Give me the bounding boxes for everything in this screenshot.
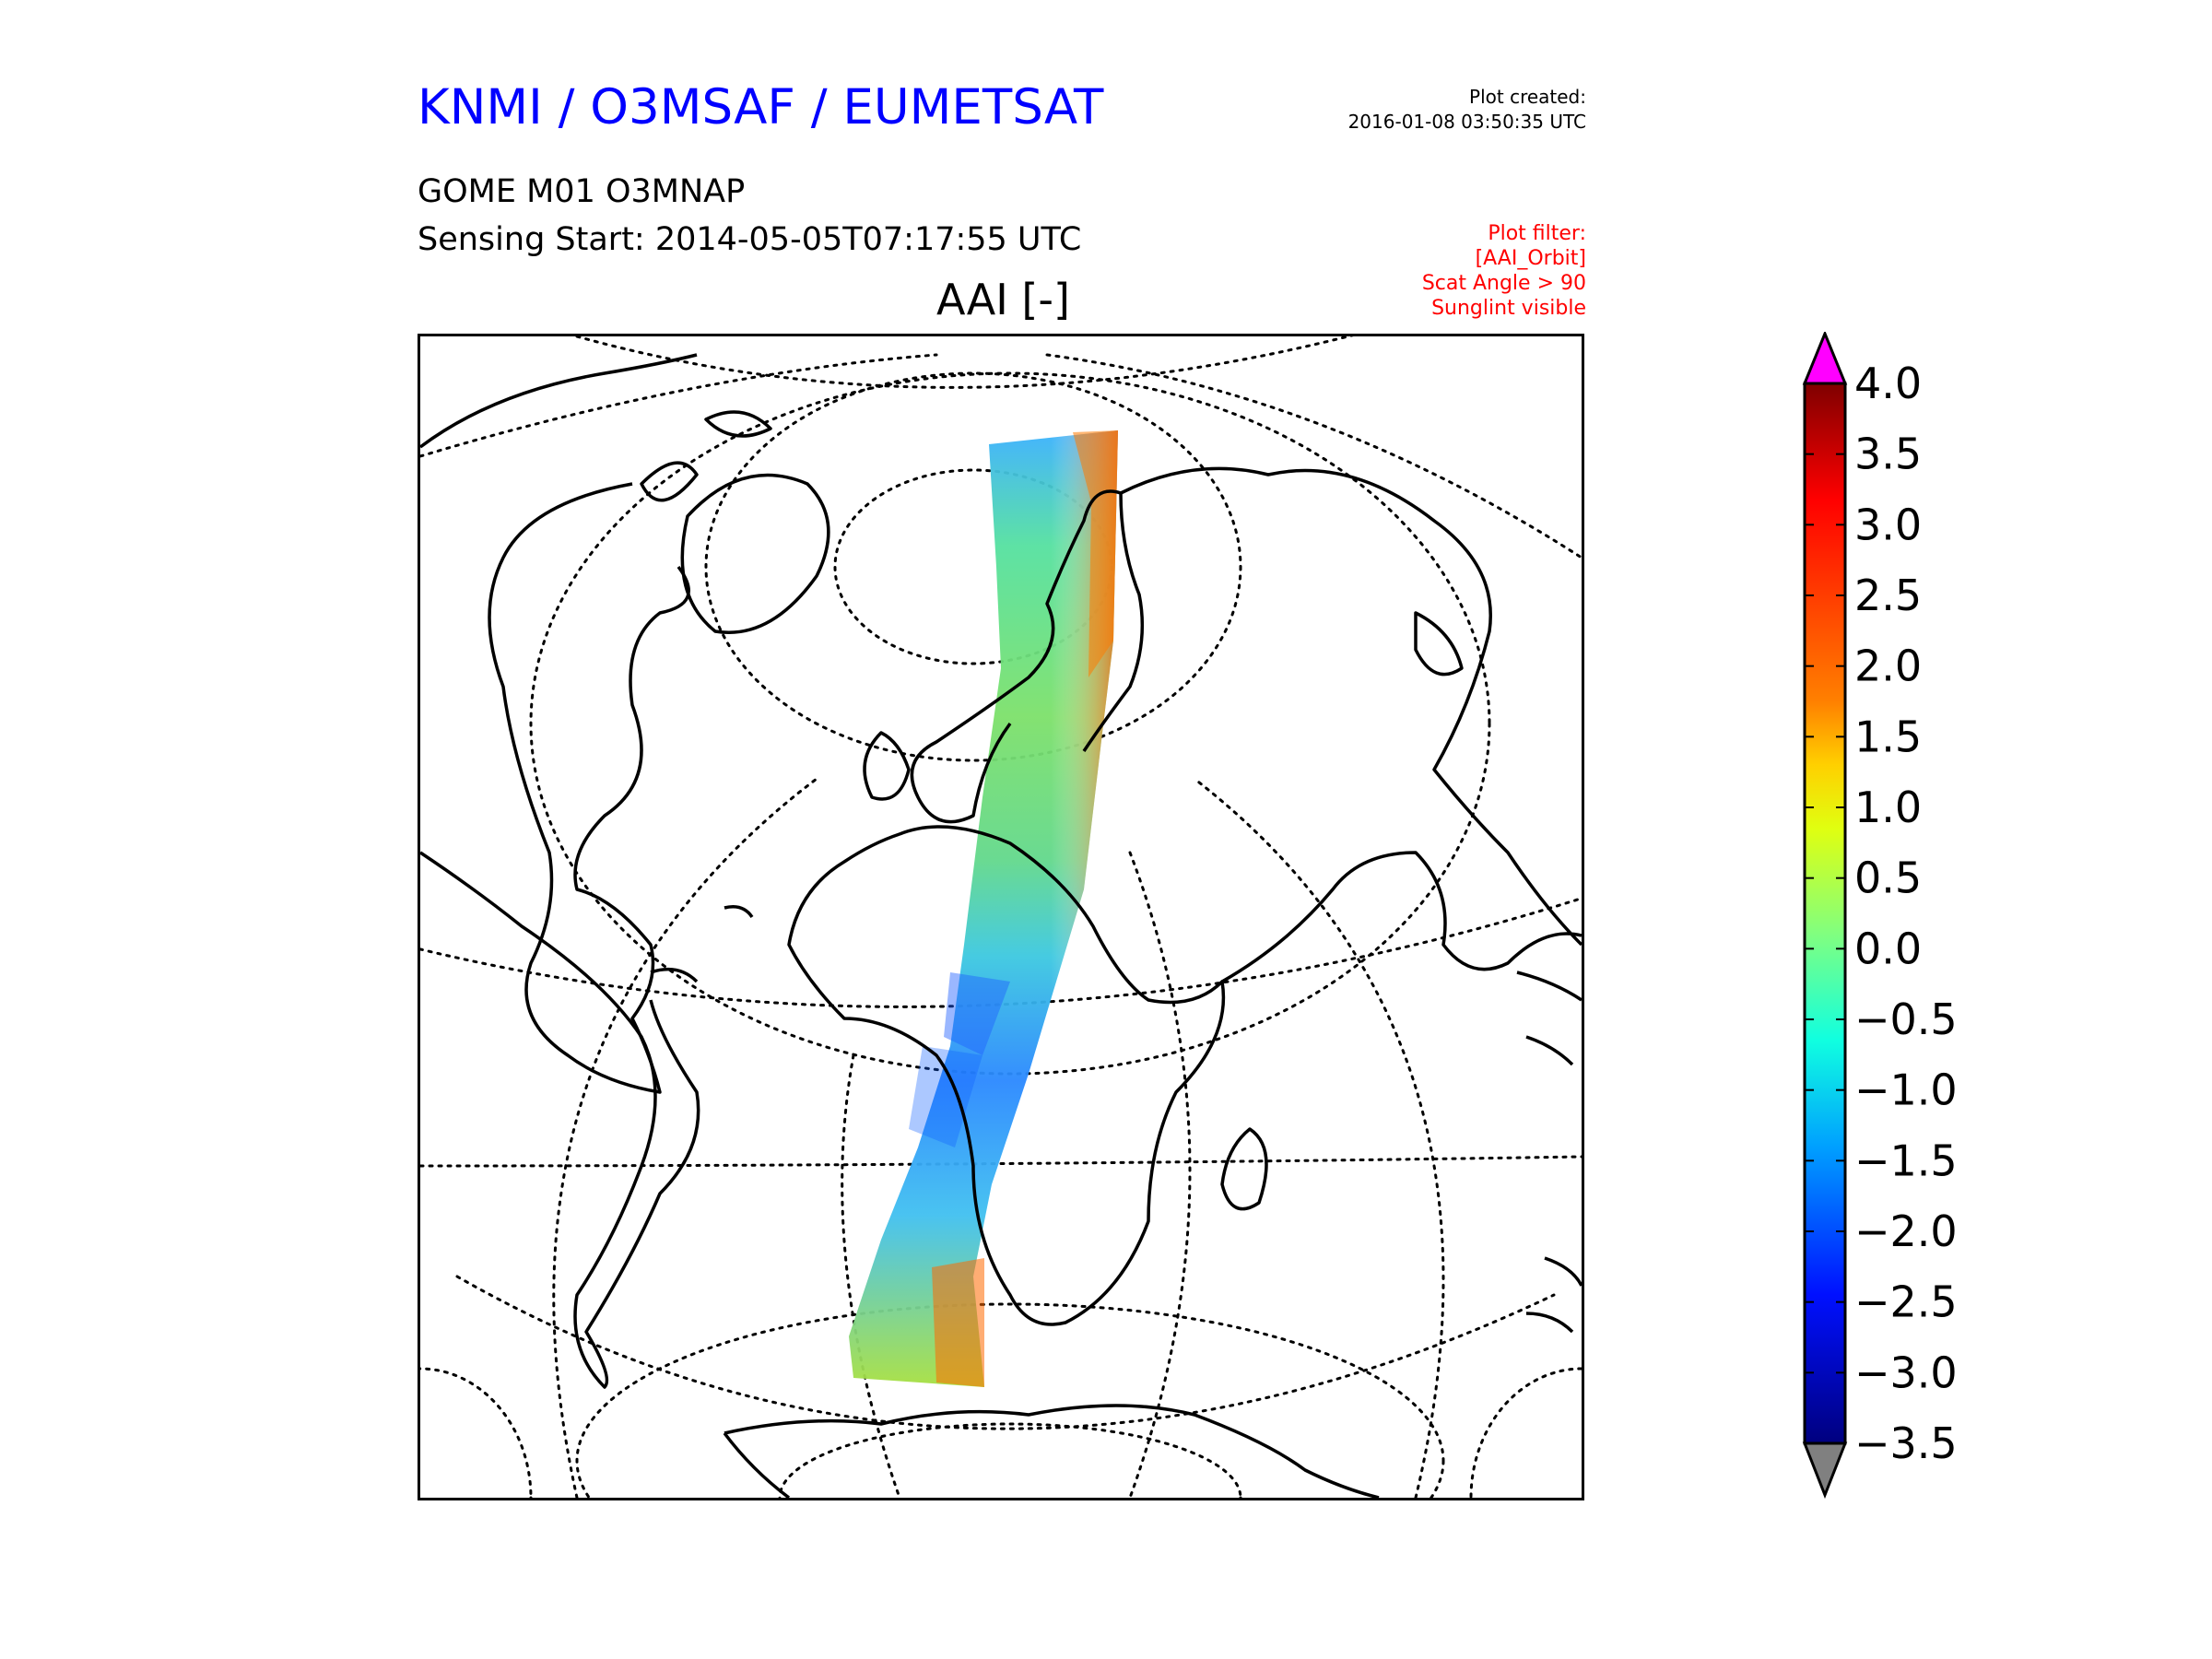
colorbar-tick-label: −2.5 xyxy=(1854,1277,1958,1327)
product-name: GOME M01 O3MNAP xyxy=(418,173,746,210)
colorbar-tick-label: 1.0 xyxy=(1854,782,1922,832)
colorbar-over-extension xyxy=(1802,330,1848,385)
colorbar-tick-label: −3.0 xyxy=(1854,1347,1958,1397)
coastlines xyxy=(420,353,1582,1498)
map-title: AAI [-] xyxy=(936,275,1070,324)
plot-filter-line: Sunglint visible xyxy=(1431,297,1586,320)
plot-filter: Plot filter: [AAI_Orbit] Scat Angle > 90… xyxy=(1422,221,1586,321)
colorbar-tick-label: 2.5 xyxy=(1854,571,1922,620)
colorbar-tick-label: −0.5 xyxy=(1854,994,1958,1044)
plot-created: Plot created: 2016-01-08 03:50:35 UTC xyxy=(1348,85,1586,135)
colorbar-tick-label: 3.0 xyxy=(1854,500,1922,549)
colorbar-gradient xyxy=(1803,382,1847,1445)
colorbar-tick-label: −3.5 xyxy=(1854,1418,1958,1468)
colorbar-tick-label: −1.0 xyxy=(1854,1065,1958,1115)
colorbar-tick-label: −2.0 xyxy=(1854,1206,1958,1256)
sensing-start: Sensing Start: 2014-05-05T07:17:55 UTC xyxy=(418,221,1082,258)
colorbar-svg: 4.0 3.5 3.0 2.5 2.0 1.5 1.0 0.5 0.0 −0.5 −1.0 −1.5 −… xyxy=(1802,330,1958,1500)
world-map xyxy=(420,336,1582,1498)
plot-filter-label: Plot filter: xyxy=(1488,222,1586,245)
aai-swath xyxy=(849,430,1118,1387)
colorbar-under-extension xyxy=(1802,1441,1848,1500)
plot-filter-line: Scat Angle > 90 xyxy=(1421,272,1586,295)
colorbar-tick-label: 2.0 xyxy=(1854,641,1922,691)
plot-filter-line: [AAI_Orbit] xyxy=(1475,247,1586,270)
colorbar-tick-label: −1.5 xyxy=(1854,1135,1958,1185)
colorbar-tick-label: 1.5 xyxy=(1854,712,1922,761)
colorbar-ticks: 4.0 3.5 3.0 2.5 2.0 1.5 1.0 0.5 0.0 −0.5 −1.0 −1.5 −… xyxy=(1805,359,1958,1468)
agency-title: KNMI / O3MSAF / EUMETSAT xyxy=(418,79,1104,135)
colorbar-tick-label: 3.5 xyxy=(1854,429,1922,479)
colorbar: 4.0 3.5 3.0 2.5 2.0 1.5 1.0 0.5 0.0 −0.5 −1.0 −1.5 −… xyxy=(1797,330,1982,1515)
colorbar-tick-label: 0.5 xyxy=(1854,853,1922,903)
colorbar-tick-label: 4.0 xyxy=(1854,359,1922,408)
plot-created-time: 2016-01-08 03:50:35 UTC xyxy=(1347,111,1586,133)
map-frame xyxy=(418,334,1584,1500)
plot-created-label: Plot created: xyxy=(1469,86,1586,108)
colorbar-tick-label: 0.0 xyxy=(1854,924,1922,973)
